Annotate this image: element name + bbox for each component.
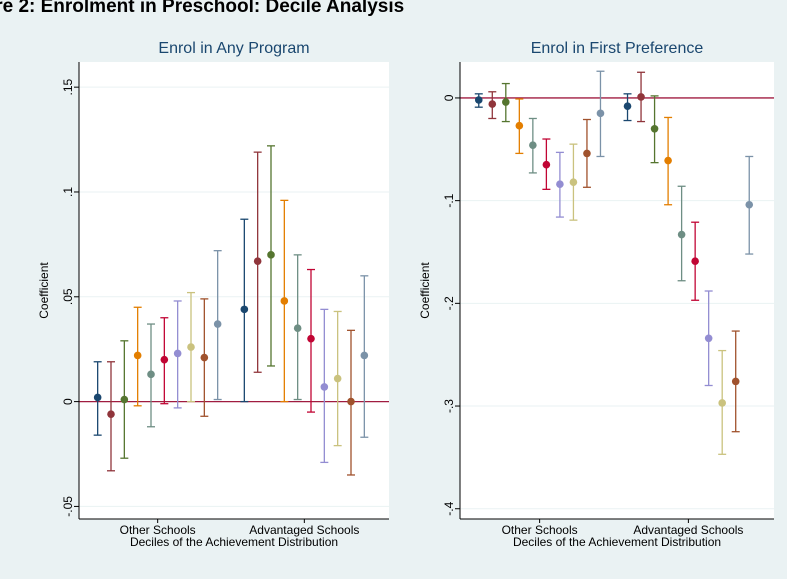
figure-header-text: gure 2: Enrolment in Preschool: Decile A… [0,0,404,17]
point-estimate [133,351,142,360]
plot-area [79,62,389,519]
point-estimate [360,351,369,360]
y-tick-label: -.1 [442,193,456,207]
point-estimate [691,257,699,266]
x-axis-label: Deciles of the Achievement Distribution [130,535,338,549]
point-estimate [107,410,115,418]
point-estimate [187,343,195,351]
panel-title: Enrol in First Preference [531,40,704,57]
x-group-label-advantaged-schools: Advantaged Schools [249,523,359,537]
y-tick-label: -.2 [442,296,456,310]
point-estimate [745,200,754,209]
panel-marks: -.4 -.3 -.2 -.1 0 [442,62,774,523]
point-estimate [650,124,659,133]
point-estimate [307,334,315,343]
point-estimate [333,374,342,383]
point-estimate [293,324,302,333]
point-estimate [320,383,329,391]
x-axis-label: Deciles of the Achievement Distribution [513,535,721,549]
point-estimate [347,397,355,406]
point-estimate [93,393,102,402]
point-estimate [160,355,169,364]
point-estimate [253,257,262,265]
point-estimate [173,349,182,358]
x-group-label-advantaged-schools: Advantaged Schools [633,523,743,537]
point-estimate [677,230,686,239]
point-estimate [529,141,537,149]
point-estimate [569,178,578,186]
y-tick-label: 0 [442,94,456,101]
point-estimate [718,399,726,407]
point-estimate [515,121,524,130]
point-estimate [542,160,551,169]
point-estimate [637,93,645,101]
point-estimate [731,377,740,386]
y-tick-label: .05 [61,288,75,305]
panel-marks: -.05 0 .05 .1 .15 [61,62,389,523]
y-axis-label: Coefficient [418,262,432,319]
y-tick-label: -.3 [442,399,456,413]
point-estimate [213,320,222,328]
point-estimate [502,98,510,106]
point-estimate [280,297,289,305]
plot-area [460,62,774,519]
point-estimate [583,149,591,158]
point-estimate [623,102,632,110]
y-tick-label: 0 [61,398,75,405]
y-tick-label: -.4 [442,501,456,515]
point-estimate [556,180,564,189]
point-estimate [664,156,672,165]
x-group-label-other-schools: Other Schools [502,523,578,537]
y-tick-label: .15 [61,78,75,95]
panel-title: Enrol in Any Program [158,40,309,57]
panel-enrol-first-preference: Enrol in First Preference Coefficient De… [418,40,774,549]
point-estimate [474,96,483,104]
point-estimate [704,334,713,343]
x-group-label-other-schools: Other Schools [120,523,196,537]
y-axis-label: Coefficient [37,262,51,319]
point-estimate [120,395,129,404]
point-estimate [147,370,155,379]
y-tick-label: .1 [61,187,75,197]
point-estimate [596,109,605,118]
y-tick-label: -.05 [61,496,75,517]
point-estimate [200,353,209,362]
point-estimate [488,100,497,108]
point-estimate [240,305,249,314]
panel-enrol-any-program: Enrol in Any Program Coefficient Deciles… [37,40,389,549]
point-estimate [267,251,275,259]
